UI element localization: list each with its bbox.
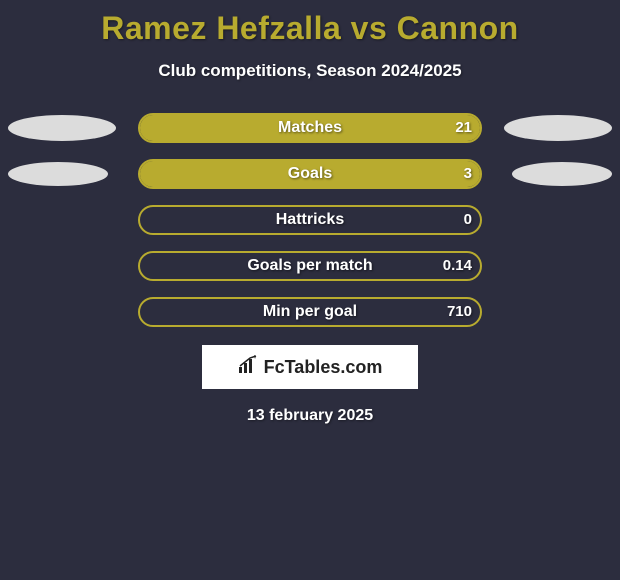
right-ellipse (512, 162, 612, 186)
stat-row: Matches21 (0, 113, 620, 143)
stat-rows: Matches21 Goals3 Hattricks0 Goals per match… (0, 113, 620, 327)
stat-value: 710 (138, 297, 472, 327)
left-ellipse (8, 115, 116, 141)
stat-row: Hattricks0 (0, 205, 620, 235)
stat-row: Goals3 (0, 159, 620, 189)
stat-value: 21 (138, 113, 472, 143)
stat-row: Min per goal710 (0, 297, 620, 327)
stat-value: 0.14 (138, 251, 472, 281)
barchart-icon (238, 355, 260, 380)
comparison-subtitle: Club competitions, Season 2024/2025 (0, 61, 620, 81)
stat-row: Goals per match0.14 (0, 251, 620, 281)
left-ellipse (8, 162, 108, 186)
brand-text: FcTables.com (264, 357, 383, 378)
comparison-title: Ramez Hefzalla vs Cannon (0, 0, 620, 47)
stat-value: 3 (138, 159, 472, 189)
snapshot-date: 13 february 2025 (0, 407, 620, 425)
stat-value: 0 (138, 205, 472, 235)
brand-badge: FcTables.com (202, 345, 418, 389)
right-ellipse (504, 115, 612, 141)
